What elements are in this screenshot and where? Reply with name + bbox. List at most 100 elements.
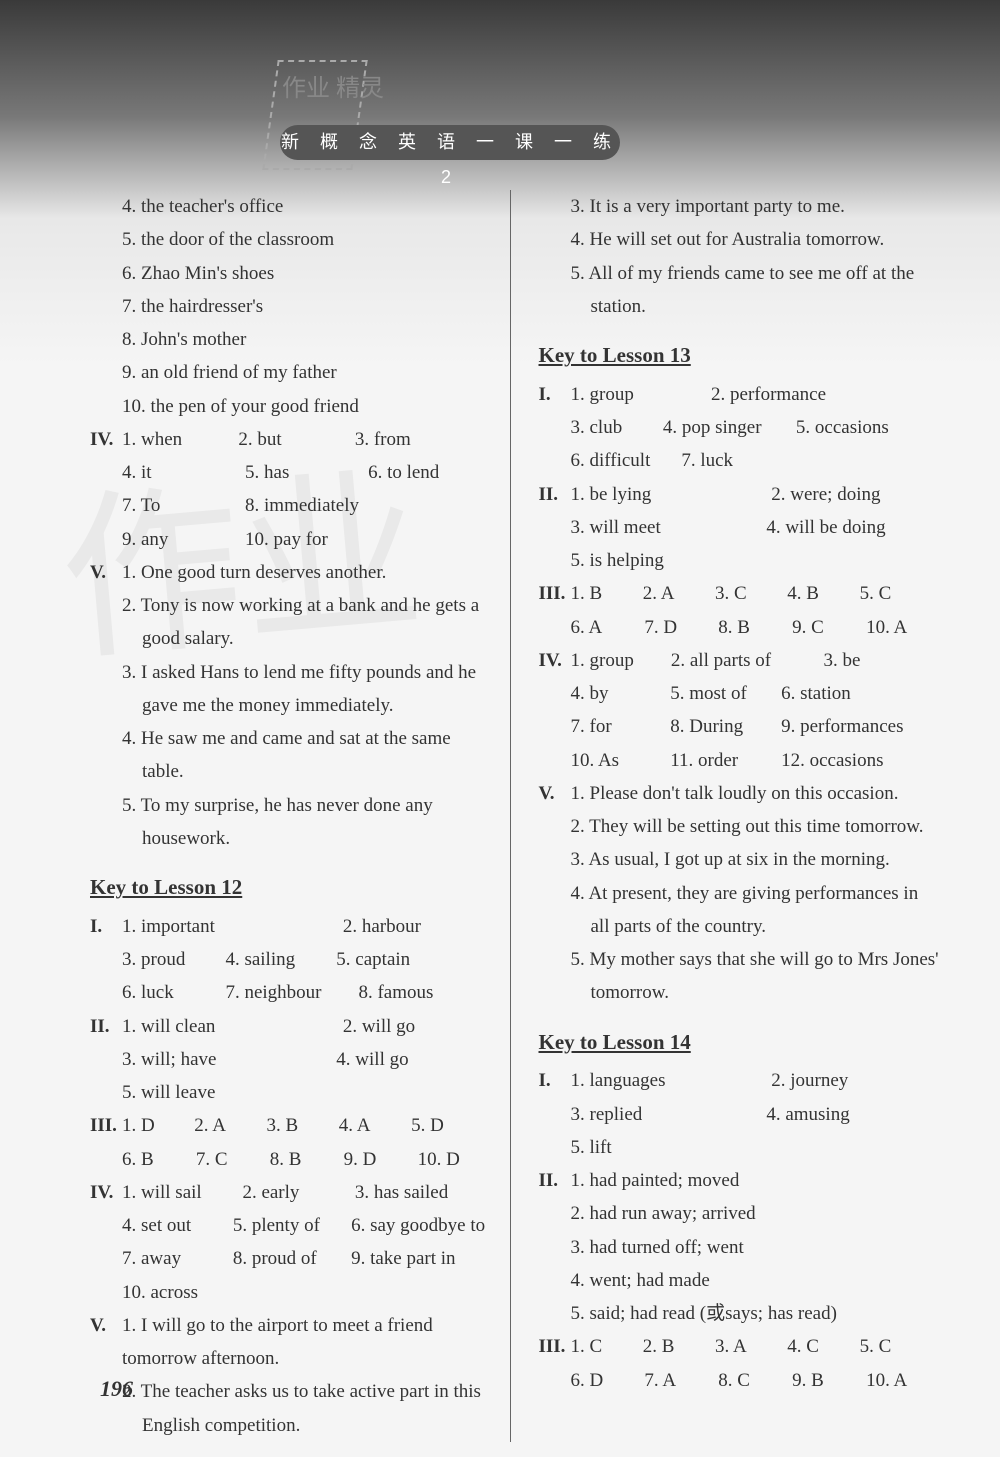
answer-item: 10. A (866, 611, 940, 644)
l12-section-iii: III. 1. D 2. A 3. B 4. A 5. D 6. B 7. C … (90, 1109, 492, 1176)
lesson-title: Key to Lesson 14 (539, 1024, 941, 1061)
answer-item: 2. were; doing (771, 478, 880, 511)
answer-item: 8. B (718, 611, 792, 644)
answer-item: 7. C (196, 1143, 270, 1176)
roman-label: I. (539, 1064, 571, 1097)
sentence-item: 3. I asked Hans to lend me fifty pounds … (90, 656, 492, 723)
l13-section-i: I. 1. group 2. performance 3. club 4. po… (539, 378, 941, 478)
answer-item: 10. across (90, 1276, 492, 1309)
main-content: 4. the teacher's office 5. the door of t… (90, 190, 940, 1442)
answer-item: 1. B (571, 577, 643, 610)
answer-item: 2. had run away; arrived (539, 1197, 941, 1230)
answer-item: 2. A (194, 1109, 266, 1142)
answer-item: 6. to lend (368, 456, 491, 489)
answer-item: 5. C (860, 577, 932, 610)
answer-item: 9. take part in (351, 1242, 455, 1275)
answer-item: 7. for (571, 710, 671, 743)
sentence-item: 2. They will be setting out this time to… (539, 810, 941, 843)
answer-item: 4. C (787, 1330, 859, 1363)
answer-item: 7. To (122, 489, 245, 522)
answer-item: 1. group (571, 378, 712, 411)
answer-item: 4. A (339, 1109, 411, 1142)
answer-item: 9. any (122, 523, 245, 556)
l12-section-iv: IV. 1. will sail 2. early 3. has sailed … (90, 1176, 492, 1309)
answer-item: 5. has (245, 456, 368, 489)
sentence-item: 5. All of my friends came to see me off … (539, 257, 941, 324)
answer-item: 2. but (238, 423, 354, 456)
answer-item: 3. has sailed (355, 1176, 448, 1209)
answer-item: 9. C (792, 611, 866, 644)
answer-item: 7. neighbour (225, 976, 358, 1009)
answer-item: 3. from (355, 423, 471, 456)
answer-item: 4. went; had made (539, 1264, 941, 1297)
answer-item: 5. lift (539, 1131, 941, 1164)
answer-item: 1. C (571, 1330, 643, 1363)
answer-item: 2. will go (343, 1010, 415, 1043)
answer-item: 8. proud of (233, 1242, 351, 1275)
answer-item: 6. difficult (571, 444, 682, 477)
roman-label: II. (539, 1164, 571, 1197)
sentence-item: 1. Please don't talk loudly on this occa… (571, 777, 941, 810)
answer-item: 5. plenty of (233, 1209, 351, 1242)
answer-item: 4. set out (122, 1209, 233, 1242)
answer-item: 9. B (792, 1364, 866, 1397)
list-item: 10. the pen of your good friend (90, 390, 492, 423)
l14-section-i: I. 1. languages 2. journey 3. replied 4.… (539, 1064, 941, 1164)
sentence-item: 3. It is a very important party to me. (539, 190, 941, 223)
answer-item: 7. A (644, 1364, 718, 1397)
sentence-item: 3. As usual, I got up at six in the morn… (539, 843, 941, 876)
answer-item: 11. order (670, 744, 781, 777)
sentence-item: 2. Tony is now working at a bank and he … (90, 589, 492, 656)
answer-item: 6. D (571, 1364, 645, 1397)
watermark-text: 作业 精灵 (282, 75, 384, 104)
answer-item: 4. will go (336, 1043, 408, 1076)
list-item: 9. an old friend of my father (90, 356, 492, 389)
answer-item: 3. club (571, 411, 663, 444)
answer-item: 3. replied (571, 1098, 767, 1131)
answer-item: 1. D (122, 1109, 194, 1142)
roman-label: II. (539, 478, 571, 511)
sentence-item: 4. He will set out for Australia tomorro… (539, 223, 941, 256)
answer-item: 3. will meet (571, 511, 767, 544)
answer-item: 6. luck (122, 976, 225, 1009)
answer-item: 5. is helping (539, 544, 941, 577)
answer-item: 8. B (270, 1143, 344, 1176)
answer-item: 9. performances (781, 710, 903, 743)
answer-item: 12. occasions (781, 744, 883, 777)
sentence-item: 4. He saw me and came and sat at the sam… (90, 722, 492, 789)
answer-item: 7. luck (681, 444, 733, 477)
l14-section-iii: III. 1. C 2. B 3. A 4. C 5. C 6. D 7. A … (539, 1330, 941, 1397)
answer-item: 4. B (787, 577, 859, 610)
answer-item: 10. D (418, 1143, 492, 1176)
answer-item: 10. pay for (245, 523, 328, 556)
l12-section-ii: II. 1. will clean 2. will go 3. will; ha… (90, 1010, 492, 1110)
l14-section-ii: II. 1. had painted; moved 2. had run awa… (539, 1164, 941, 1330)
answer-item: 3. proud (122, 943, 225, 976)
left-column: 4. the teacher's office 5. the door of t… (90, 190, 511, 1442)
answer-item: 7. away (122, 1242, 233, 1275)
sentence-item: 5. My mother says that she will go to Mr… (539, 943, 941, 1010)
answer-item: 4. by (571, 677, 671, 710)
answer-item: 4. amusing (766, 1098, 849, 1131)
header-banner: 新 概 念 英 语 一 课 一 练 2 (280, 125, 620, 160)
list-item: 8. John's mother (90, 323, 492, 356)
list-item: 7. the hairdresser's (90, 290, 492, 323)
list-item: 6. Zhao Min's shoes (90, 257, 492, 290)
answer-item: 8. During (670, 710, 781, 743)
sentence-item: 1. I will go to the airport to meet a fr… (122, 1309, 492, 1376)
sentence-item: 1. One good turn deserves another. (122, 556, 492, 589)
answer-item: 2. early (242, 1176, 354, 1209)
l13-section-iii: III. 1. B 2. A 3. C 4. B 5. C 6. A 7. D … (539, 577, 941, 644)
answer-item: 1. had painted; moved (571, 1164, 740, 1197)
page-number: 196 (100, 1376, 133, 1402)
answer-item: 3. will; have (122, 1043, 336, 1076)
answer-item: 3. be (823, 644, 860, 677)
answer-item: 2. harbour (343, 910, 421, 943)
l13-section-ii: II. 1. be lying 2. were; doing 3. will m… (539, 478, 941, 578)
list-item: 4. the teacher's office (90, 190, 492, 223)
answer-item: 1. languages (571, 1064, 772, 1097)
answer-item: 1. group (571, 644, 671, 677)
right-column: 3. It is a very important party to me. 4… (531, 190, 941, 1442)
l13-section-iv: IV. 1. group 2. all parts of 3. be 4. by… (539, 644, 941, 777)
roman-label: V. (90, 556, 122, 589)
